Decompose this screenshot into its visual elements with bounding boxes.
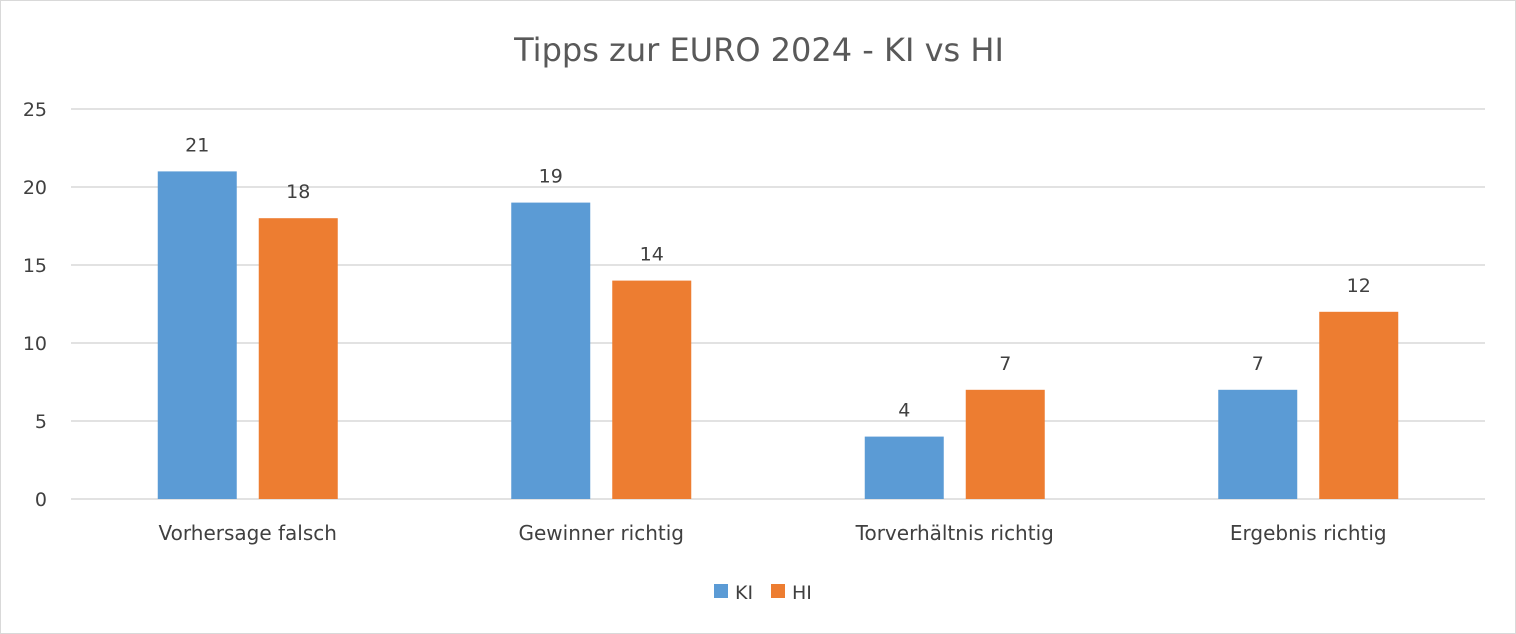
y-tick-label: 25 xyxy=(23,99,47,121)
bar-hi xyxy=(1319,311,1399,499)
data-label: 7 xyxy=(1252,353,1264,375)
bar-ki xyxy=(864,436,944,499)
x-category-label: Torverhältnis richtig xyxy=(855,521,1054,545)
chart-title: Tipps zur EURO 2024 - KI vs HI xyxy=(513,31,1004,69)
bars xyxy=(157,171,1399,499)
y-axis-tick-labels: 0 5 10 15 20 25 xyxy=(23,99,47,511)
legend-swatch xyxy=(714,584,728,598)
bar-ki xyxy=(511,202,591,499)
x-category-label: Vorhersage falsch xyxy=(159,521,337,545)
x-axis-category-labels: Vorhersage falsch Gewinner richtig Torverh… xyxy=(159,521,1387,545)
y-tick-label: 15 xyxy=(23,255,47,277)
bar-ki xyxy=(1218,389,1298,499)
data-label: 7 xyxy=(999,353,1011,375)
data-label: 12 xyxy=(1347,275,1371,297)
legend-label: KI xyxy=(735,582,753,604)
bar-hi xyxy=(258,218,338,499)
y-tick-label: 10 xyxy=(23,333,47,355)
data-label: 4 xyxy=(898,400,910,422)
bar-hi xyxy=(612,280,692,499)
y-tick-label: 0 xyxy=(35,489,47,511)
legend: KI HI xyxy=(714,582,812,604)
legend-label: HI xyxy=(792,582,812,604)
x-category-label: Gewinner richtig xyxy=(519,521,685,545)
data-label: 19 xyxy=(539,166,563,188)
data-label: 14 xyxy=(640,244,664,266)
bar-hi xyxy=(965,389,1045,499)
legend-swatch xyxy=(771,584,785,598)
x-category-label: Ergebnis richtig xyxy=(1230,521,1387,545)
y-tick-label: 20 xyxy=(23,177,47,199)
bar-ki xyxy=(157,171,237,499)
data-labels: 21 18 19 14 4 7 7 12 xyxy=(185,134,1371,421)
y-tick-label: 5 xyxy=(35,411,47,433)
data-label: 21 xyxy=(185,134,209,156)
data-label: 18 xyxy=(286,181,310,203)
